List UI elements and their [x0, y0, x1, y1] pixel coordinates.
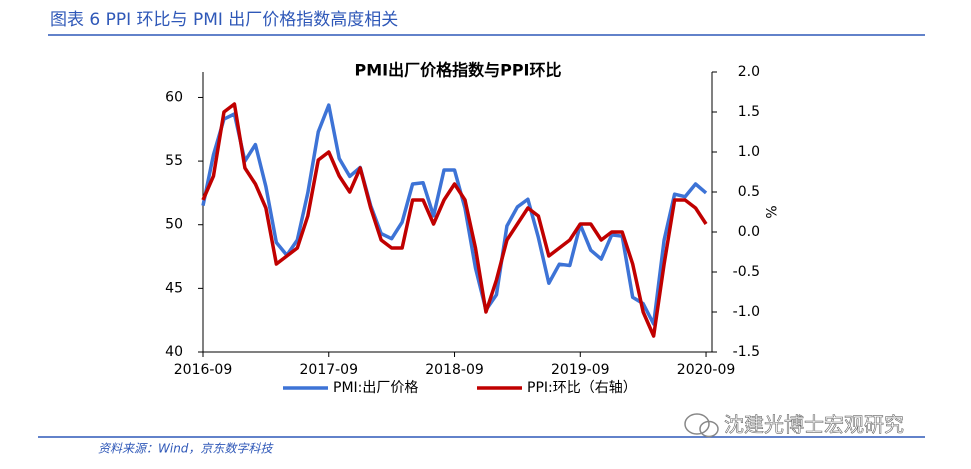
y-tick-label: 45 — [165, 280, 183, 296]
y2-tick-label: -1.0 — [733, 304, 760, 320]
y2-tick-label: 1.5 — [738, 104, 760, 120]
line-series — [201, 103, 708, 326]
x-tick-label: 2020-09 — [677, 362, 736, 378]
y-tick-label: 50 — [165, 217, 183, 233]
y2-tick-label: 0.0 — [738, 224, 760, 240]
line-series — [201, 102, 708, 338]
y2-tick-label: 0.5 — [738, 184, 760, 200]
y2-tick-label: 1.0 — [738, 144, 760, 160]
legend-label: PMI:出厂价格 — [333, 380, 418, 396]
source: 资料来源：Wind，京东数字科技 — [98, 442, 274, 456]
legend-label: PPI:环比（右轴） — [527, 380, 637, 396]
x-tick-label: 2016-09 — [174, 362, 233, 378]
x-tick-label: 2017-09 — [300, 362, 359, 378]
chart-title: PMI出厂价格指数与PPI环比 — [354, 61, 561, 80]
x-tick-label: 2018-09 — [425, 362, 484, 378]
y-tick-label: 60 — [165, 89, 183, 105]
watermark-icon — [684, 413, 719, 438]
plot: 40 45 50 55 60 -1.5 -1.0 -0.5 0.0 0.5 1.0 1.5 2.0% 20… — [165, 64, 778, 396]
y-tick-label: 55 — [165, 153, 183, 169]
y2-tick-label: 2.0 — [738, 64, 760, 80]
y2-axis-label: % — [762, 205, 778, 218]
x-tick-label: 2019-09 — [551, 362, 610, 378]
y2-tick-label: -1.5 — [733, 344, 760, 360]
header-title: 图表 6 PPI 环比与 PMI 出厂价格指数高度相关 — [50, 10, 398, 30]
y2-tick-label: -0.5 — [733, 264, 760, 280]
y-tick-label: 40 — [165, 344, 183, 360]
watermark: 沈建光博士宏观研究 — [724, 413, 904, 437]
